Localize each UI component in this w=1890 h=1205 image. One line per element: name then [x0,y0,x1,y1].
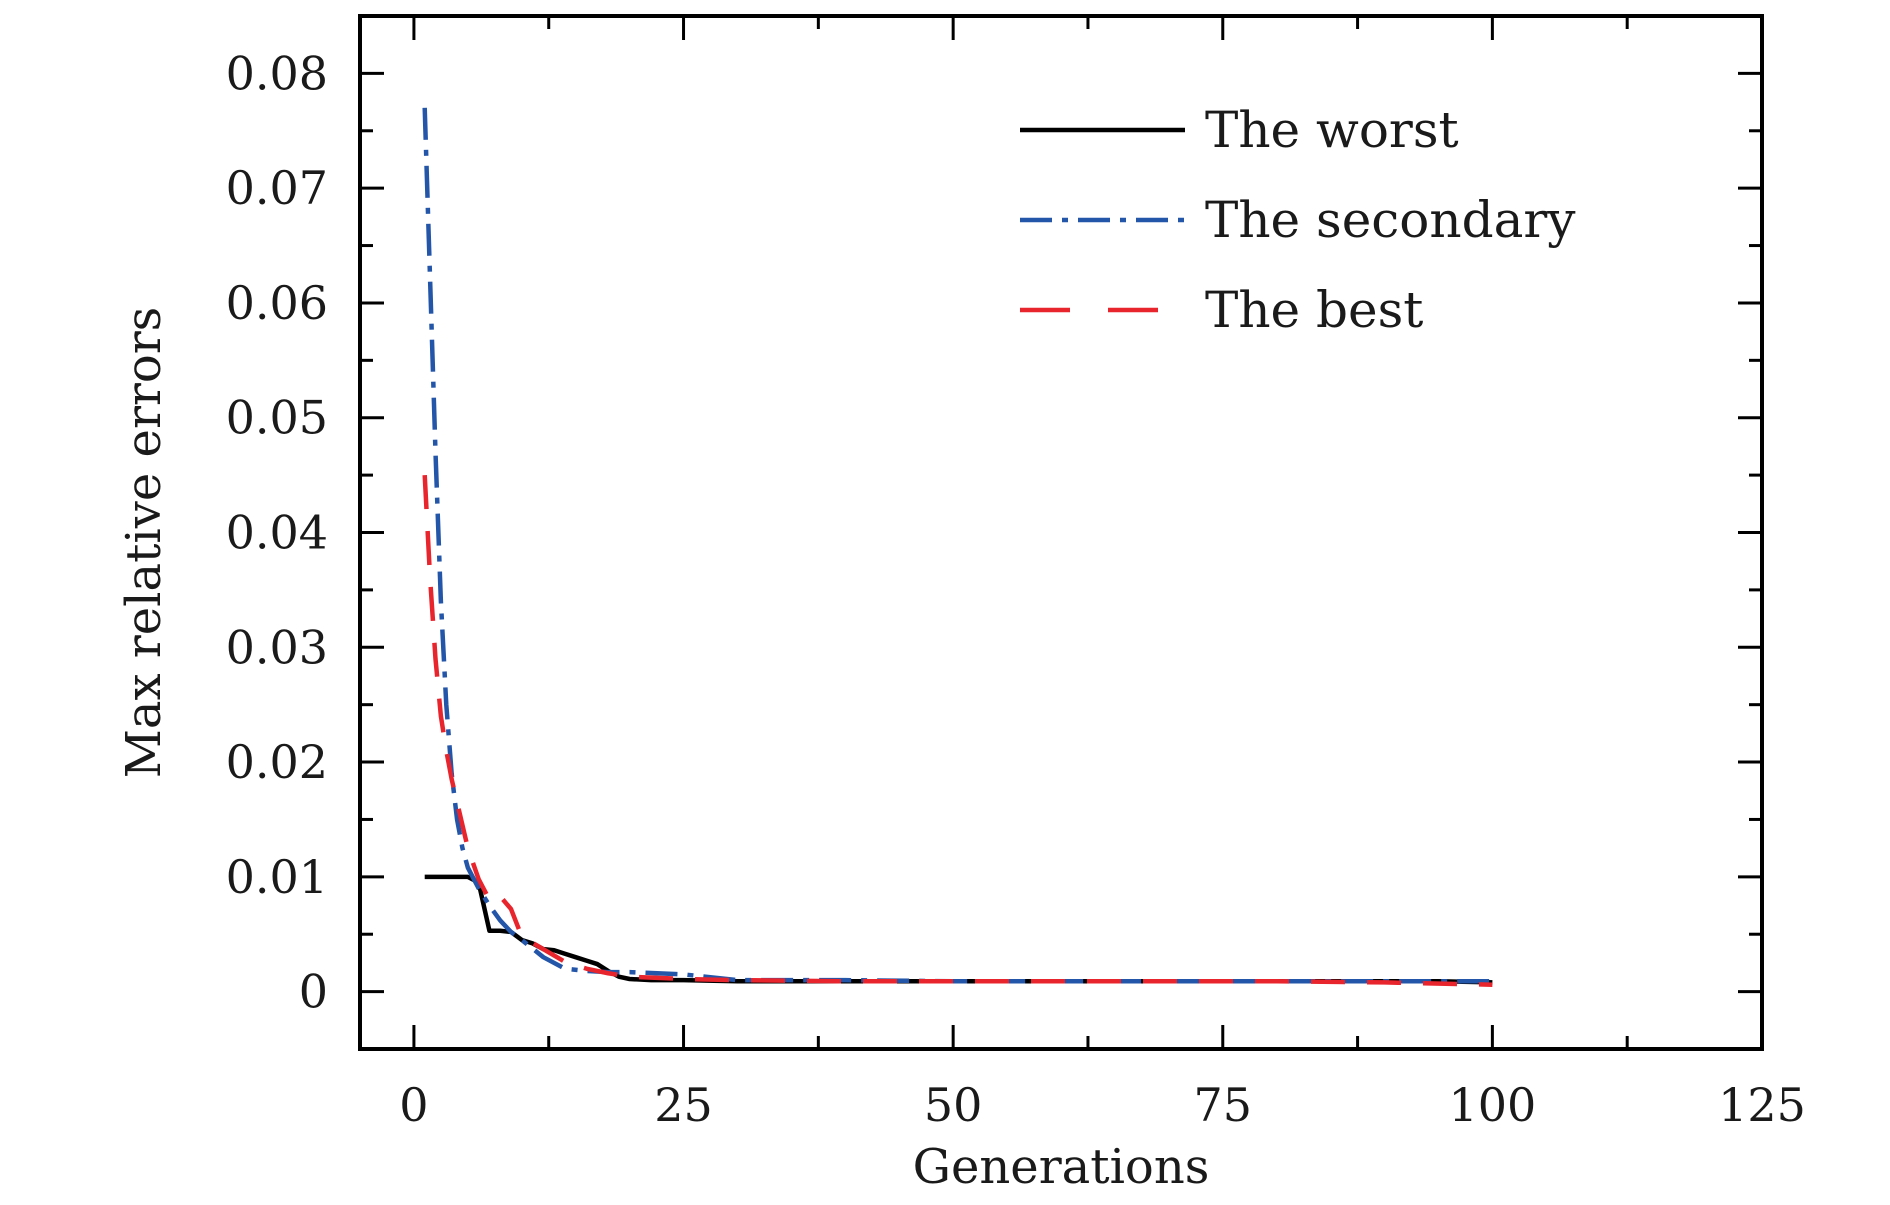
x-axis-title: Generations [913,1139,1210,1195]
y-tick-label: 0.01 [226,850,328,904]
axis-tick-labels: 0 25 50 75 100 125 0 0.01 0.02 0.03 0.04 0.05 0.06 0.… [226,46,1806,1132]
y-tick-label: 0 [299,965,328,1019]
y-tick-label: 0.07 [226,161,328,215]
y-tick-label: 0.02 [226,735,328,789]
x-tick-label: 100 [1448,1078,1536,1132]
y-tick-label: 0.04 [226,506,328,560]
x-tick-label: 50 [924,1078,983,1132]
legend-label-secondary: The secondary [1205,191,1576,249]
plot-frame [358,14,1764,1051]
x-tick-label: 125 [1718,1078,1806,1132]
x-tick-label: 25 [654,1078,713,1132]
legend-label-best: The best [1205,281,1423,339]
y-tick-label: 0.03 [226,620,328,674]
axis-ticks [360,16,1764,1049]
y-tick-label: 0.05 [226,391,328,445]
series-line-best [422,474,1493,987]
x-tick-label: 0 [399,1078,428,1132]
y-axis-title: Max relative errors [116,307,172,779]
y-tick-label: 0.08 [226,46,328,100]
legend-label-worst: The worst [1205,101,1459,159]
x-tick-label: 75 [1193,1078,1252,1132]
legend: The worst The secondary The best [1020,101,1576,339]
y-tick-label: 0.06 [226,276,328,330]
plot-lines [422,107,1493,987]
